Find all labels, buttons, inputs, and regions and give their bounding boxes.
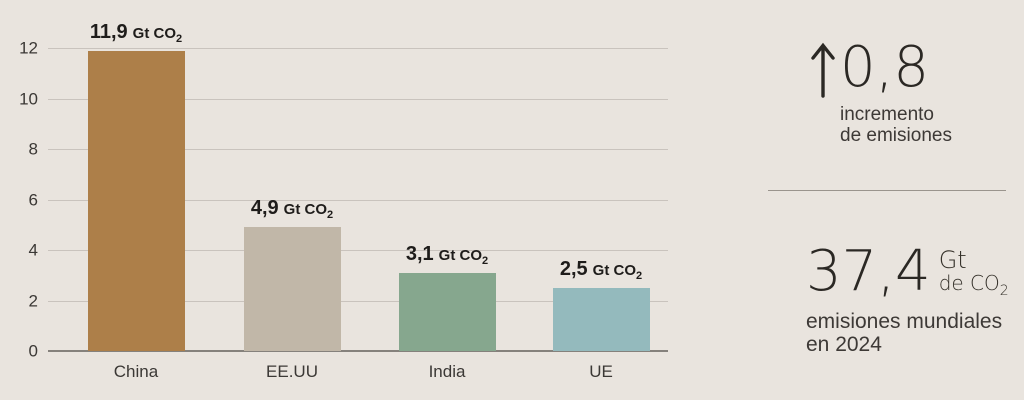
gridline-10 (48, 98, 668, 100)
bar-unit-sub-ee-uu: 2 (327, 209, 334, 222)
emissions-increase-stat: 0,8 incremento de emisiones (810, 35, 952, 146)
bar-india (398, 272, 496, 351)
total-unit-gt: Gt (938, 246, 967, 274)
bar-unit-sub-india: 2 (482, 254, 489, 267)
bar-unit-sub-china: 2 (176, 32, 183, 45)
total-units: Gt de CO2 (939, 246, 1009, 298)
increase-caption-line1: incremento (840, 104, 934, 125)
world-emissions-stat: 37,4 Gt de CO2 emisiones mundiales en 20… (806, 239, 1009, 357)
gridline-12 (48, 48, 668, 49)
bar-ue (552, 287, 650, 351)
y-tick-label-0: 0 (28, 341, 38, 361)
increase-caption: incremento de emisiones (840, 104, 952, 146)
panel-divider (768, 190, 1006, 191)
bar-value-label-ue: 2,5 Gt CO2 (506, 257, 696, 282)
y-tick-label-12: 12 (19, 38, 38, 58)
total-unit-co2: de CO2 (938, 271, 1009, 298)
y-tick-label-8: 8 (28, 139, 38, 159)
total-caption-line2: en 2024 (806, 333, 882, 356)
y-tick-label-2: 2 (28, 291, 38, 310)
gridline-2 (48, 300, 668, 302)
gridline-4 (48, 250, 668, 251)
bar-ee-uu (243, 227, 341, 351)
y-tick-label-6: 6 (28, 190, 38, 209)
total-value: 37,4 (806, 239, 931, 304)
bar-value-label-china: 11,9 Gt CO2 (41, 20, 231, 45)
bar-value-label-ee-uu: 4,9 Gt CO2 (197, 197, 387, 222)
x-axis-line (48, 350, 668, 352)
y-tick-label-4: 4 (28, 240, 38, 260)
bar-value-ee-uu: 4,9 (250, 197, 279, 220)
bar-value-label-india: 3,1 Gt CO2 (352, 242, 542, 267)
bar-unit-sub-ue: 2 (636, 269, 643, 282)
up-arrow-icon (811, 42, 835, 98)
x-label-ee-uu: EE.UU (266, 362, 318, 381)
bar-unit-india: Gt CO2 (438, 246, 489, 267)
bar-value-china: 11,9 (89, 20, 128, 43)
gridline-6 (48, 199, 668, 201)
bar-unit-china: Gt CO2 (132, 24, 183, 45)
bar-value-india: 3,1 (405, 242, 434, 265)
bar-china (87, 50, 185, 351)
total-unit-co2-sub: 2 (999, 283, 1009, 299)
total-value-row: 37,4 Gt de CO2 (806, 239, 1009, 304)
x-label-china: China (113, 362, 159, 381)
bar-unit-ee-uu: Gt CO2 (283, 201, 334, 222)
x-label-ue: UE (589, 362, 613, 381)
total-caption: emisiones mundiales en 2024 (806, 310, 1009, 356)
x-label-india: India (428, 362, 466, 381)
bar-unit-ue: Gt CO2 (592, 261, 643, 282)
bar-value-ue: 2,5 (559, 257, 588, 280)
increase-value: 0,8 (840, 35, 930, 100)
increase-caption-line2: de emisiones (840, 125, 952, 146)
gridline-8 (48, 149, 668, 150)
y-tick-label-10: 10 (19, 89, 38, 108)
total-caption-line1: emisiones mundiales (806, 310, 1003, 333)
total-unit-co2-text: de CO (938, 271, 1000, 295)
increase-value-row: 0,8 (810, 35, 952, 100)
